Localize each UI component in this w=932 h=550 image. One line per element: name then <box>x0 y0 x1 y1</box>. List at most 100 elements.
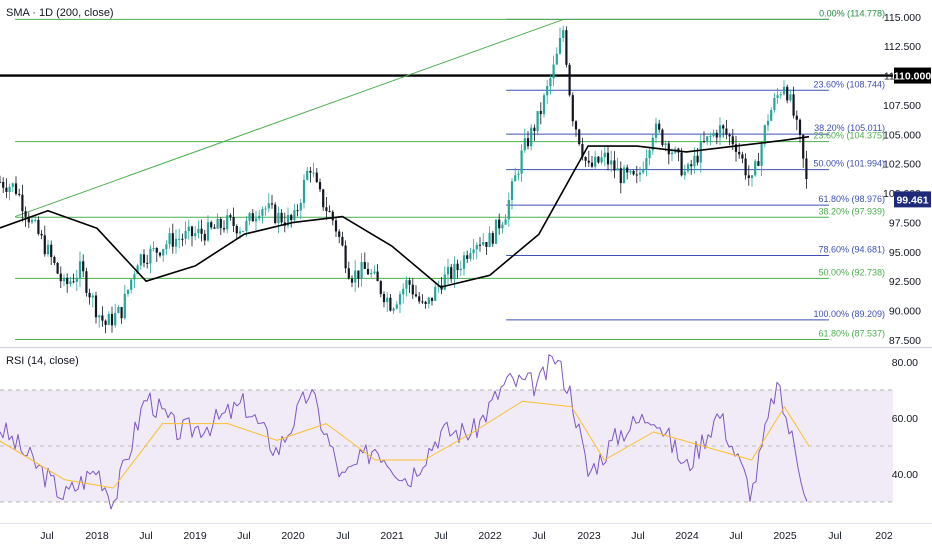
candle-body <box>533 127 536 132</box>
candle-body <box>517 173 520 176</box>
candle-body <box>382 293 386 303</box>
candle-body <box>146 262 149 264</box>
time-tick-label: Jul <box>237 530 250 542</box>
candle-body <box>277 212 280 224</box>
candle-body <box>648 150 651 159</box>
candle-body <box>14 183 18 194</box>
sma-line[interactable] <box>0 135 810 288</box>
candle-body <box>88 292 91 298</box>
candle-body <box>98 315 101 318</box>
time-tick-label: Jul <box>532 530 545 542</box>
candle-body <box>597 156 600 163</box>
candle-body <box>43 235 46 255</box>
time-tick-label: Jul <box>729 530 742 542</box>
candle-body <box>741 154 744 159</box>
candle-body <box>59 273 62 282</box>
candle-body <box>469 253 472 259</box>
candle-body <box>565 30 568 65</box>
candle-body <box>136 265 139 275</box>
candle-body <box>504 219 507 225</box>
candle-body <box>158 252 162 256</box>
candle-body <box>523 138 526 151</box>
candle-body <box>539 111 542 115</box>
candle-body <box>126 289 130 294</box>
candle-body <box>184 231 187 239</box>
rsi-line[interactable] <box>0 354 808 510</box>
candle-body <box>446 267 450 275</box>
candle-body <box>466 255 469 259</box>
candle-body <box>616 168 619 171</box>
candle-body <box>328 211 331 213</box>
candle-body <box>309 170 312 173</box>
time-tick-label: 2024 <box>675 530 699 542</box>
candle-body <box>53 256 56 263</box>
candle-body <box>318 182 322 190</box>
candle-body <box>722 125 725 129</box>
time-tick-label: 2020 <box>281 530 305 542</box>
candle-body <box>450 267 453 279</box>
candle-body <box>789 94 792 101</box>
candle-body <box>555 53 558 65</box>
candle-body <box>488 233 491 247</box>
candle-body <box>763 125 766 145</box>
candle-body <box>693 155 696 167</box>
candle-body <box>459 268 462 271</box>
price-tick-label: 97.500 <box>889 217 921 229</box>
candle-body <box>376 271 379 282</box>
candle-body <box>782 86 786 95</box>
price-tick-label: 90.000 <box>889 306 921 318</box>
candle-body <box>453 263 456 279</box>
candle-body <box>238 231 242 234</box>
candle-body <box>379 281 382 294</box>
candle-body <box>667 143 670 155</box>
trendline[interactable] <box>14 18 564 218</box>
candle-body <box>389 297 392 311</box>
candle-body <box>344 245 347 269</box>
candle-body <box>514 175 517 182</box>
candle-body <box>526 138 530 147</box>
candle-body <box>670 152 674 155</box>
current-price-label: 99.461 <box>896 194 928 206</box>
candle-body <box>56 262 59 274</box>
candle-body <box>174 238 178 247</box>
candle-body <box>293 210 296 221</box>
candle-body <box>94 295 98 318</box>
rsi-ma-line[interactable] <box>0 400 810 489</box>
candle-body <box>491 233 494 244</box>
fib-label-0: 0.00% (114.778) <box>819 8 885 18</box>
candle-body <box>46 244 50 255</box>
candle-body <box>603 152 606 158</box>
candle-body <box>622 167 626 184</box>
candle-body <box>642 169 645 173</box>
candle-body <box>770 110 773 121</box>
candle-body <box>715 132 718 138</box>
candle-body <box>2 181 5 188</box>
candle-body <box>187 226 190 232</box>
candle-body <box>226 215 229 230</box>
candle-body <box>590 162 594 167</box>
candle-body <box>222 228 226 230</box>
candle-body <box>213 227 216 229</box>
candle-body <box>370 272 373 275</box>
candle-body <box>725 128 728 135</box>
candle-body <box>690 164 693 167</box>
candle-body <box>34 219 37 221</box>
candle-body <box>341 236 344 246</box>
candle-body <box>165 244 168 250</box>
candle-body <box>594 156 597 167</box>
candle-body <box>757 161 760 166</box>
candle-body <box>386 297 389 303</box>
price-tick-label: 102.500 <box>883 159 921 171</box>
candle-body <box>805 158 808 180</box>
time-tick-label: Jul <box>828 530 841 542</box>
time-tick-label: Jul <box>139 530 152 542</box>
candle-body <box>216 218 219 229</box>
candle-body <box>286 215 290 226</box>
candle-body <box>197 228 200 234</box>
candle-body <box>117 307 120 314</box>
candle-body <box>581 144 584 158</box>
candle-body <box>728 134 731 137</box>
candle-body <box>600 157 603 163</box>
candle-body <box>683 171 686 176</box>
